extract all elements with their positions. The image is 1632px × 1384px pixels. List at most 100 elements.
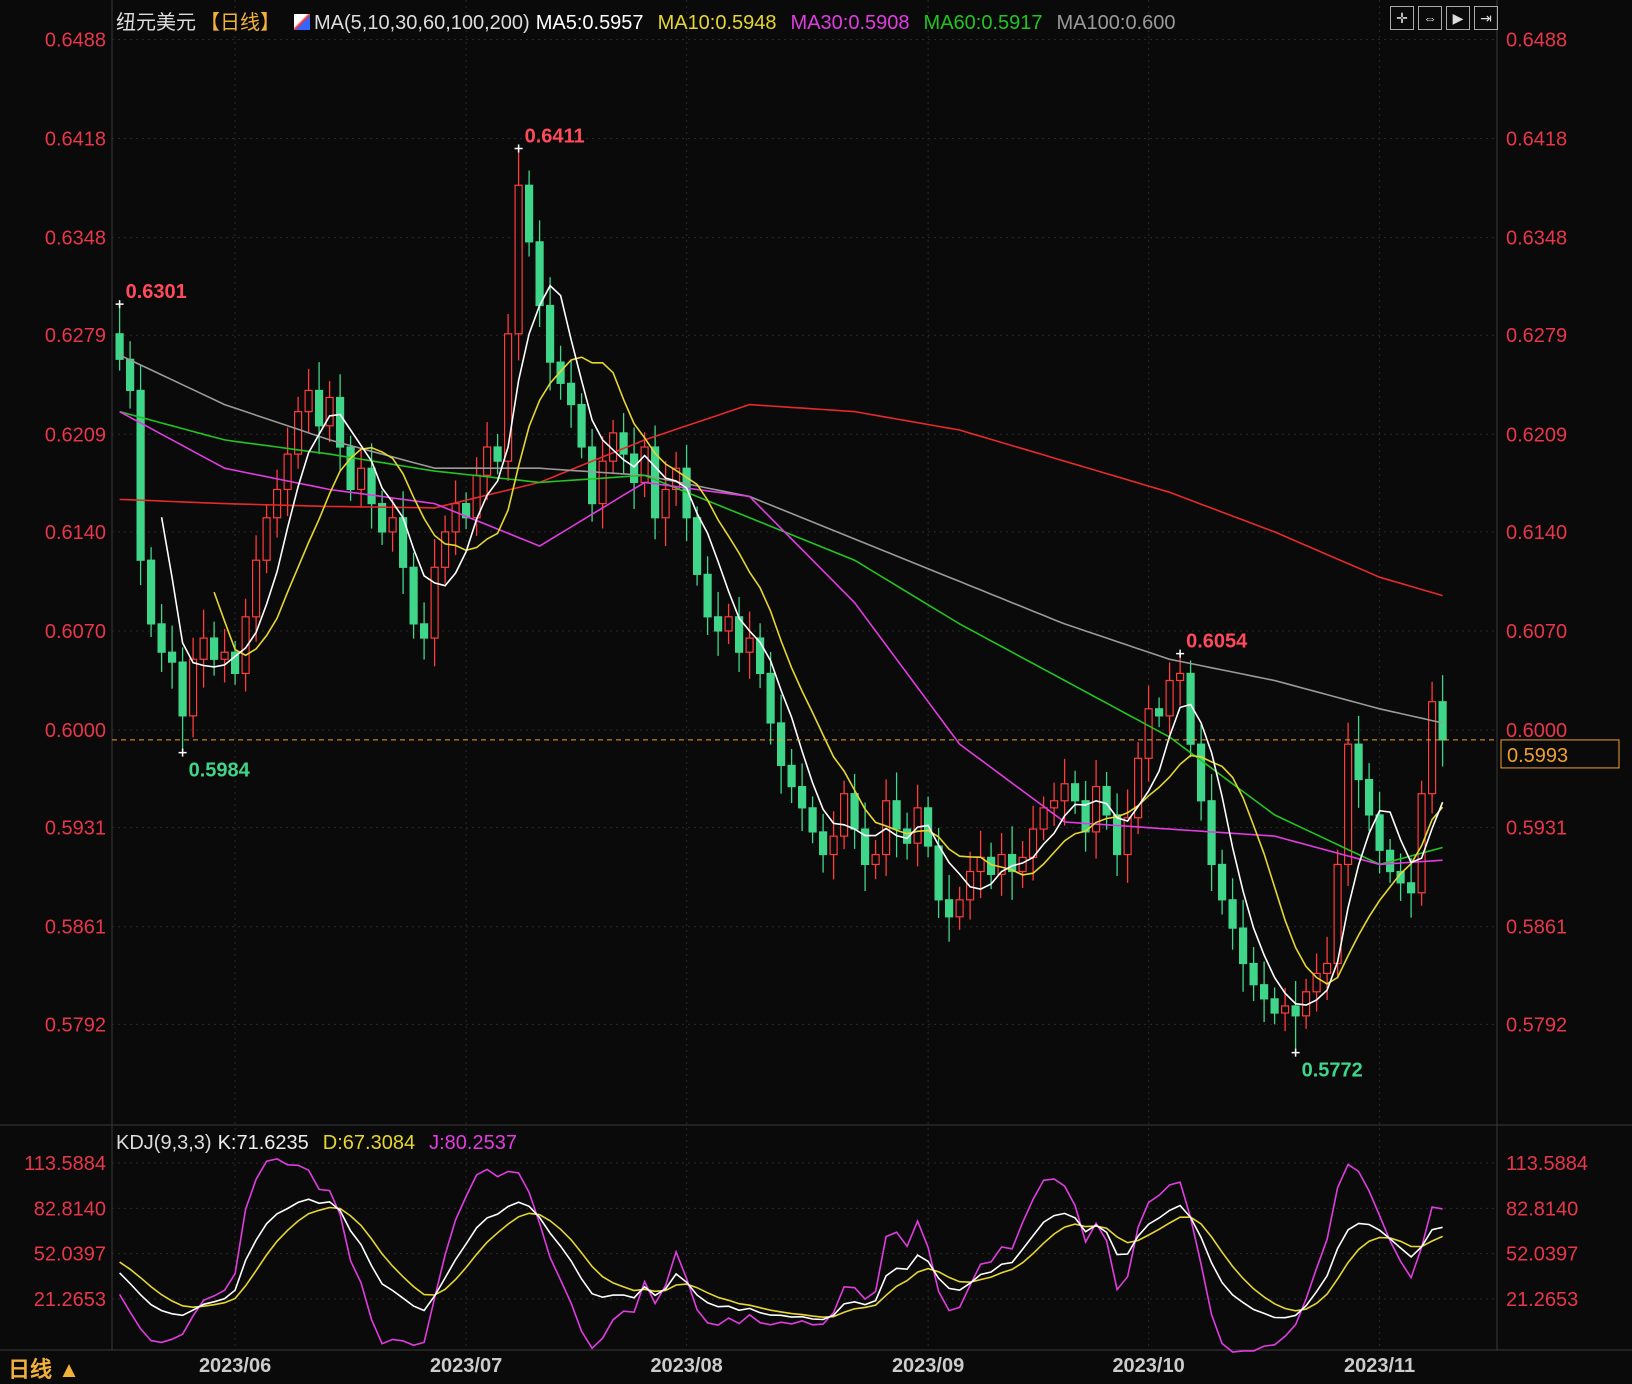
candle-body (1291, 1005, 1300, 1017)
candle-body (1123, 817, 1132, 856)
ma-value-1: MA10:0.5948 (657, 12, 777, 34)
candle-body (441, 531, 450, 568)
candle-body (483, 446, 492, 476)
candle-body (325, 396, 334, 427)
candle-body (241, 616, 250, 675)
candle (304, 368, 313, 434)
candle-body (1165, 679, 1174, 717)
kdj-k-line (119, 1198, 1443, 1321)
candle-body (1343, 743, 1353, 866)
candle-body (671, 467, 681, 491)
candle-body (934, 845, 943, 901)
candle-body (776, 722, 786, 766)
candle-body (1196, 743, 1206, 802)
extreme-label: 0.5984 (189, 760, 251, 782)
move-right-icon[interactable]: ⇥ (1474, 6, 1498, 30)
price-tick-left: 0.6070 (45, 621, 106, 643)
crosshair-icon[interactable]: ✛ (1390, 6, 1414, 30)
price-tick-right: 0.6070 (1506, 621, 1567, 643)
candle-body (535, 241, 544, 307)
candle-body (860, 828, 870, 866)
ma-value-3: MA60:0.5917 (923, 12, 1043, 34)
candle (1354, 715, 1363, 808)
extreme-label: 0.5772 (1302, 1060, 1363, 1082)
period-button[interactable]: 日线 ▲ (8, 1357, 80, 1382)
candle-body (871, 853, 880, 866)
candle (294, 396, 303, 469)
candle (147, 547, 156, 637)
candle (241, 598, 250, 692)
candle-body (125, 358, 135, 392)
candle-body (294, 411, 303, 455)
candle (1280, 987, 1290, 1032)
candle (650, 425, 660, 540)
kdj-tick-left: 21.2653 (34, 1289, 106, 1311)
kdj-tick-right: 82.8140 (1506, 1198, 1578, 1220)
candle (587, 428, 597, 522)
price-tick-left: 0.6418 (45, 129, 106, 151)
candle-body (283, 453, 292, 491)
kdj-label: KDJ(9,3,3) (116, 1132, 212, 1154)
price-tick-left: 0.6348 (45, 228, 106, 250)
candle-body (1322, 962, 1332, 974)
candle (1375, 791, 1384, 874)
candle (441, 515, 450, 584)
candle-body (556, 361, 565, 384)
indicator-icon[interactable] (294, 14, 310, 30)
candle-body (1354, 743, 1363, 781)
extreme-marker (115, 300, 124, 309)
candle (136, 365, 145, 586)
extreme-label: 0.6301 (126, 281, 187, 303)
kdj-j: J:80.2537 (429, 1132, 517, 1154)
candle (125, 341, 135, 409)
candle (1427, 681, 1437, 814)
kdj-d-line (119, 1206, 1443, 1319)
candle (1364, 763, 1374, 832)
candle (913, 784, 922, 867)
candle-body (388, 517, 397, 533)
candle (1312, 953, 1321, 1012)
candle (178, 647, 187, 753)
candle-body (1312, 972, 1321, 993)
candle (1070, 770, 1080, 814)
candle (273, 469, 282, 538)
kdj-k: K:71.6235 (217, 1132, 309, 1154)
candle-body (147, 559, 156, 625)
candle (1112, 793, 1122, 877)
candle-body (1364, 778, 1374, 816)
kdj-j-line (118, 1158, 1443, 1353)
candle (252, 535, 261, 642)
candle (325, 381, 334, 443)
kdj-tick-left: 82.8140 (34, 1198, 106, 1220)
candle (1228, 878, 1237, 950)
candle (378, 490, 387, 545)
candle-body (577, 403, 586, 448)
candle (315, 362, 324, 455)
play-icon[interactable]: ▶ (1446, 6, 1470, 30)
candle-body (703, 573, 712, 618)
candle (997, 833, 1006, 896)
candle (944, 874, 954, 942)
date-tick: 2023/09 (892, 1355, 964, 1377)
candle (1196, 724, 1206, 821)
candle-body (829, 835, 838, 856)
candle-body (661, 488, 670, 519)
price-tick-left: 0.6488 (45, 30, 106, 52)
price-tick-right: 0.5931 (1506, 818, 1567, 840)
price-tick-right: 0.6348 (1506, 228, 1567, 250)
candle (1028, 805, 1038, 881)
ma5-line (160, 284, 1444, 1006)
price-tick-right: 0.6279 (1506, 325, 1567, 347)
kdj-tick-right: 52.0397 (1506, 1244, 1578, 1266)
candle (598, 436, 607, 529)
candle-body (566, 382, 576, 406)
candle-body (115, 333, 124, 360)
candle-body (755, 637, 765, 675)
candle (766, 651, 775, 745)
candle (451, 480, 460, 556)
candle-body (346, 446, 355, 491)
zoom-fit-icon[interactable]: ⇔ (1418, 6, 1442, 30)
candle (713, 591, 723, 656)
candle (619, 413, 628, 474)
